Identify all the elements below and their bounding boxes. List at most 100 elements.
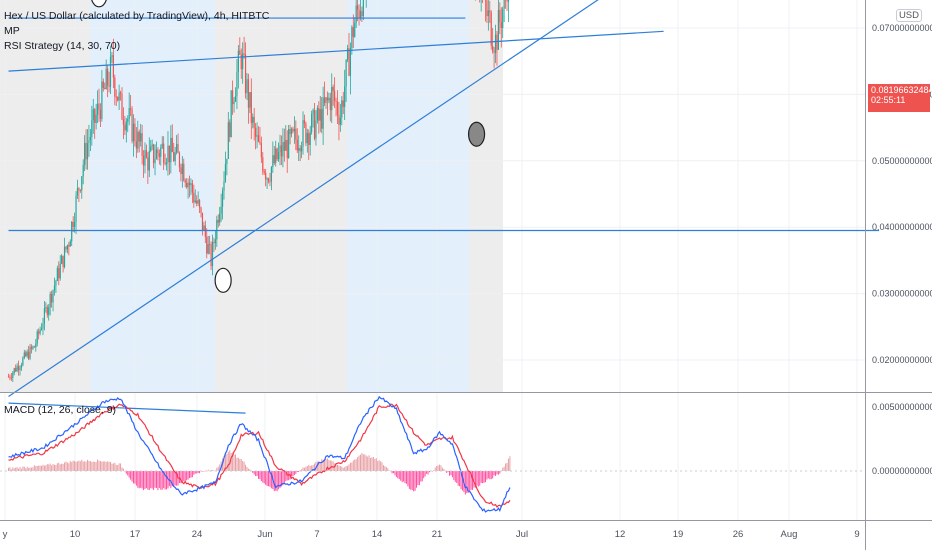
macd-histogram-bar (455, 471, 456, 482)
macd-histogram-bar (54, 465, 55, 471)
macd-histogram-bar (94, 462, 95, 471)
macd-histogram-bar (116, 465, 117, 471)
candle-body (45, 307, 46, 308)
candle-body (189, 183, 190, 186)
candle-body (357, 6, 358, 10)
macd-histogram-bar (366, 456, 367, 471)
candle-body (9, 377, 10, 378)
macd-histogram-bar (68, 463, 69, 471)
candle-body (83, 165, 84, 177)
macd-histogram-bar (333, 461, 334, 471)
candle-body (255, 128, 256, 137)
candle-body (74, 222, 75, 227)
candle-body (182, 164, 183, 174)
candle-body (96, 115, 97, 123)
sell-signal-marker[interactable] (469, 122, 485, 146)
macd-histogram-bar (231, 453, 232, 471)
macd-histogram-bar (35, 466, 36, 471)
currency-badge[interactable]: USD (896, 9, 922, 22)
candle-body (60, 264, 61, 279)
candle-body (274, 155, 275, 163)
candle-body (251, 92, 252, 123)
macd-histogram-bar (213, 470, 214, 471)
macd-histogram-bar (485, 471, 486, 482)
candle-body (324, 97, 325, 103)
candle-body (271, 167, 272, 181)
macd-histogram-bar (409, 471, 410, 489)
macd-histogram-bar (100, 461, 101, 471)
macd-histogram-bar (498, 471, 499, 475)
candle-body (37, 332, 38, 344)
candle-body (206, 237, 207, 254)
indicator-rsi-strategy-label[interactable]: RSI Strategy (14, 30, 70) (4, 40, 269, 53)
candle-body (14, 368, 15, 372)
macd-histogram-bar (491, 471, 492, 479)
candle-body (228, 122, 229, 159)
macd-histogram-bar (44, 466, 45, 471)
macd-histogram-bar (364, 454, 365, 471)
candle-body (301, 147, 302, 152)
macd-histogram-bar (428, 471, 429, 475)
macd-label[interactable]: MACD (12, 26, close, 9) (4, 404, 116, 417)
macd-histogram-bar (387, 468, 388, 471)
macd-histogram-bar (356, 459, 357, 471)
macd-histogram-bar (127, 471, 128, 475)
macd-histogram-bar (218, 467, 219, 471)
candle-body (31, 347, 32, 349)
macd-histogram-bar (244, 462, 245, 471)
macd-histogram-bar (343, 468, 344, 471)
macd-histogram-bar (37, 466, 38, 471)
macd-histogram-bar (159, 471, 160, 488)
price-tick-label: 0.07000000000 (872, 23, 932, 33)
macd-histogram-bar (377, 461, 378, 471)
candle-body (244, 53, 245, 54)
candle-body (210, 245, 211, 267)
time-tick-label: 12 (615, 529, 626, 540)
macd-histogram-bar (42, 465, 43, 471)
candle-body (127, 119, 128, 122)
macd-histogram-bar (347, 466, 348, 471)
macd-histogram-bar (262, 471, 263, 483)
candle-body (65, 247, 66, 250)
macd-histogram-bar (71, 462, 72, 471)
macd-histogram-bar (107, 461, 108, 471)
macd-histogram-bar (254, 471, 255, 474)
candle-body (159, 153, 160, 157)
candle-body (57, 268, 58, 281)
candle-body (258, 135, 259, 142)
macd-histogram-bar (354, 459, 355, 471)
candle-body (302, 120, 303, 146)
candle-body (75, 195, 76, 222)
time-tick-label: 19 (673, 529, 684, 540)
candle-body (327, 97, 328, 100)
time-tick-label: Aug (781, 529, 798, 540)
macd-histogram-bar (360, 455, 361, 471)
macd-histogram-bar (407, 471, 408, 486)
candle-body (245, 55, 246, 94)
candle-body (502, 9, 503, 28)
candle-body (152, 145, 153, 147)
macd-histogram-bar (61, 464, 62, 471)
candle-body (137, 132, 138, 149)
indicator-mp-label[interactable]: MP (4, 25, 269, 38)
candle-body (288, 129, 289, 158)
candle-body (91, 120, 92, 137)
shade-zone (90, 0, 215, 392)
candle-body (15, 368, 16, 371)
macd-histogram-bar (341, 467, 342, 471)
buy-signal-marker[interactable] (215, 268, 231, 292)
macd-histogram-bar (173, 471, 174, 487)
macd-histogram-bar (152, 471, 153, 488)
candle-body (321, 109, 322, 129)
candle-body (285, 140, 286, 151)
candle-body (492, 46, 493, 51)
macd-histogram-bar (400, 471, 401, 481)
candle-body (198, 200, 199, 203)
candle-body (291, 129, 292, 134)
symbol-title[interactable]: Hex / US Dollar (calculated by TradingVi… (4, 10, 269, 23)
shade-zone (215, 0, 347, 392)
price-tick-label: 0.03000000000 (872, 289, 932, 299)
candle-body (101, 81, 102, 119)
